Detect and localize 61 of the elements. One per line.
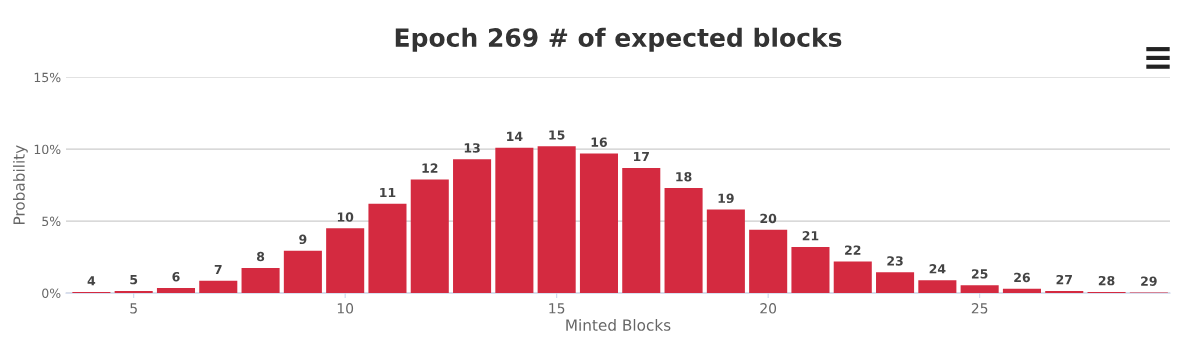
- bar: [622, 167, 661, 294]
- bar: [791, 247, 830, 294]
- y-tick-label: 15%: [34, 72, 61, 83]
- bar: [199, 280, 238, 294]
- annotation: 7: [214, 264, 222, 275]
- annotation: 15: [549, 130, 565, 140]
- bar: [833, 261, 872, 294]
- annotation: 26: [1014, 272, 1030, 283]
- bar: [368, 203, 407, 294]
- annotation: 27: [1056, 274, 1072, 285]
- annotation: 6: [172, 272, 180, 282]
- bar: [664, 188, 703, 294]
- x-tick-label: 5: [130, 303, 137, 314]
- annotation: 9: [299, 234, 307, 245]
- annotation: 29: [1141, 276, 1157, 286]
- bar: [156, 288, 196, 294]
- annotation: 21: [802, 230, 819, 241]
- x-axis-title: Minted Blocks: [566, 319, 671, 331]
- annotation: 14: [507, 131, 523, 141]
- bar: [918, 280, 957, 294]
- x-tick-label: 15: [549, 303, 565, 314]
- annotation: 12: [422, 163, 438, 173]
- annotation: 22: [845, 245, 861, 255]
- annotation: 25: [971, 269, 988, 279]
- bar: [453, 159, 492, 294]
- annotation: 18: [676, 171, 692, 182]
- bar: [410, 179, 449, 294]
- bar: [749, 229, 788, 294]
- bar: [1045, 290, 1084, 294]
- bar: [537, 146, 576, 294]
- bar: [579, 153, 618, 294]
- annotation: 5: [130, 275, 138, 285]
- annotation: 17: [633, 152, 649, 162]
- y-axis-title: Probability: [13, 145, 28, 225]
- x-tick-label: 10: [337, 303, 354, 314]
- chart-title: Epoch 269 # of expected blocks: [395, 27, 842, 52]
- y-tick-label: 10%: [34, 144, 61, 155]
- x-tick-label: 20: [760, 303, 777, 314]
- bar: [876, 272, 915, 294]
- bar: [114, 290, 153, 294]
- annotation: 11: [380, 187, 396, 198]
- y-tick-label: 5%: [42, 216, 61, 227]
- annotation: 16: [591, 137, 607, 147]
- bar: [495, 147, 534, 294]
- bar: [1002, 288, 1041, 294]
- bar: [706, 209, 745, 294]
- annotation: 13: [464, 143, 480, 153]
- annotation: 23: [887, 256, 903, 266]
- bar: [283, 250, 322, 294]
- annotation: 10: [337, 212, 354, 222]
- annotation: 4: [87, 276, 96, 286]
- annotation: 19: [718, 193, 734, 204]
- annotation: 28: [1098, 275, 1115, 286]
- x-tick-label: 25: [971, 303, 988, 314]
- bar: [326, 228, 365, 294]
- bar: [241, 267, 280, 294]
- annotation: 24: [929, 264, 946, 274]
- bar: [960, 285, 999, 294]
- annotation: 8: [256, 251, 265, 262]
- annotation: 20: [760, 213, 777, 224]
- y-tick-label: 0%: [42, 288, 61, 299]
